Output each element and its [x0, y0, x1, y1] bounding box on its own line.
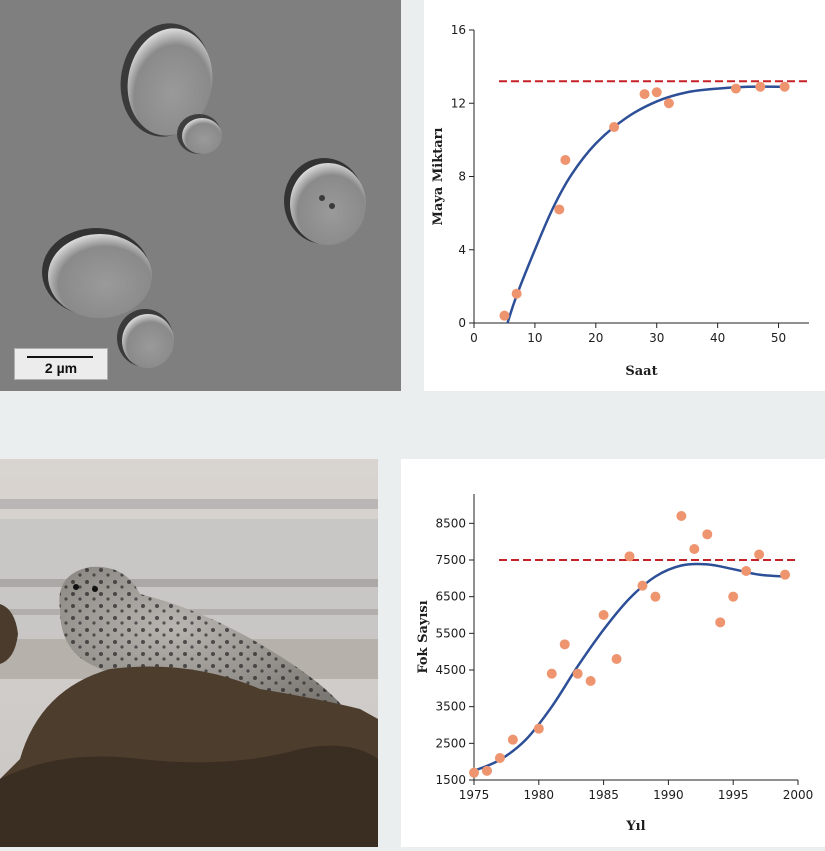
data-point: [730, 83, 741, 94]
data-point: [609, 122, 620, 133]
x-tick-label: 1990: [653, 788, 684, 802]
y-tick-label: 8500: [435, 516, 466, 530]
data-point: [481, 765, 492, 776]
data-point: [499, 310, 510, 321]
x-tick-label: 1980: [524, 788, 555, 802]
x-tick-label: 2000: [783, 788, 814, 802]
scale-bar-label: 2 µm: [44, 360, 78, 376]
seal-photo-drawing: [0, 459, 378, 847]
data-point: [651, 87, 662, 98]
data-point: [637, 580, 648, 591]
data-point: [754, 549, 765, 560]
data-point: [676, 511, 687, 521]
y-tick-label: 12: [451, 96, 466, 110]
data-point: [511, 288, 522, 299]
data-point: [728, 591, 739, 602]
y-tick-label: 6500: [435, 590, 466, 604]
x-tick-label: 0: [470, 331, 478, 345]
growth-curve: [506, 85, 785, 324]
y-tick-label: 16: [451, 23, 466, 37]
data-point: [780, 569, 791, 580]
x-tick-label: 40: [710, 331, 725, 345]
x-axis-label: Yıl: [625, 819, 645, 834]
y-tick-label: 4: [458, 243, 466, 257]
y-tick-label: 8: [458, 170, 466, 184]
growth-curve: [473, 562, 786, 772]
data-point: [554, 204, 565, 215]
data-point: [585, 676, 596, 686]
x-tick-label: 30: [649, 331, 664, 345]
data-point: [507, 734, 518, 745]
x-tick-label: 1985: [588, 788, 619, 802]
data-point: [611, 654, 622, 664]
y-tick-label: 2500: [435, 736, 466, 750]
data-point: [689, 544, 700, 554]
scale-bar-line: [27, 356, 93, 358]
data-point: [546, 668, 557, 679]
data-point: [572, 668, 583, 679]
y-tick-label: 1500: [435, 773, 466, 787]
data-point: [715, 617, 726, 628]
data-point: [533, 723, 544, 734]
x-tick-label: 20: [588, 331, 603, 345]
data-point: [559, 639, 570, 650]
data-point: [560, 155, 571, 166]
data-point: [639, 89, 650, 100]
y-tick-label: 7500: [435, 553, 466, 567]
yeast-micrograph: 2 µm: [0, 0, 401, 391]
data-point: [779, 81, 790, 92]
y-axis-label: Maya Miktarı: [431, 128, 446, 226]
data-point: [741, 566, 752, 576]
scale-bar-box: 2 µm: [14, 348, 108, 380]
yeast-micrograph-drawing: [0, 0, 401, 391]
seal-photo: [0, 459, 378, 847]
data-point: [469, 767, 479, 778]
x-axis-label: Saat: [625, 364, 657, 379]
y-tick-label: 0: [458, 316, 466, 330]
data-point: [702, 529, 713, 540]
y-tick-label: 4500: [435, 663, 466, 677]
x-tick-label: 1995: [718, 788, 749, 802]
chart-yeast: 0 10 20 30 40 50 0 4 8 12 16 Saat Maya Miktarı: [431, 23, 809, 379]
data-point: [663, 98, 674, 109]
chart-seal: 1975 1980 1985 1990 1995 2000 1500 2500 3500 4500…: [416, 494, 814, 834]
chart-panel-yeast: 0 10 20 30 40 50 0 4 8 12 16 Saat Maya Miktarı: [424, 0, 825, 391]
data-point: [598, 610, 609, 620]
chart-panel-seal: 1975 1980 1985 1990 1995 2000 1500 2500 3500 4500…: [401, 459, 825, 847]
x-tick-label: 1975: [459, 788, 490, 802]
y-tick-label: 3500: [435, 700, 466, 714]
data-point: [755, 81, 766, 92]
x-tick-label: 10: [527, 331, 542, 345]
data-point: [650, 591, 661, 602]
data-point: [624, 551, 635, 562]
y-axis-label: Fok Sayısı: [416, 600, 431, 673]
data-point: [494, 753, 505, 763]
x-tick-label: 50: [771, 331, 786, 345]
y-tick-label: 5500: [435, 626, 466, 640]
